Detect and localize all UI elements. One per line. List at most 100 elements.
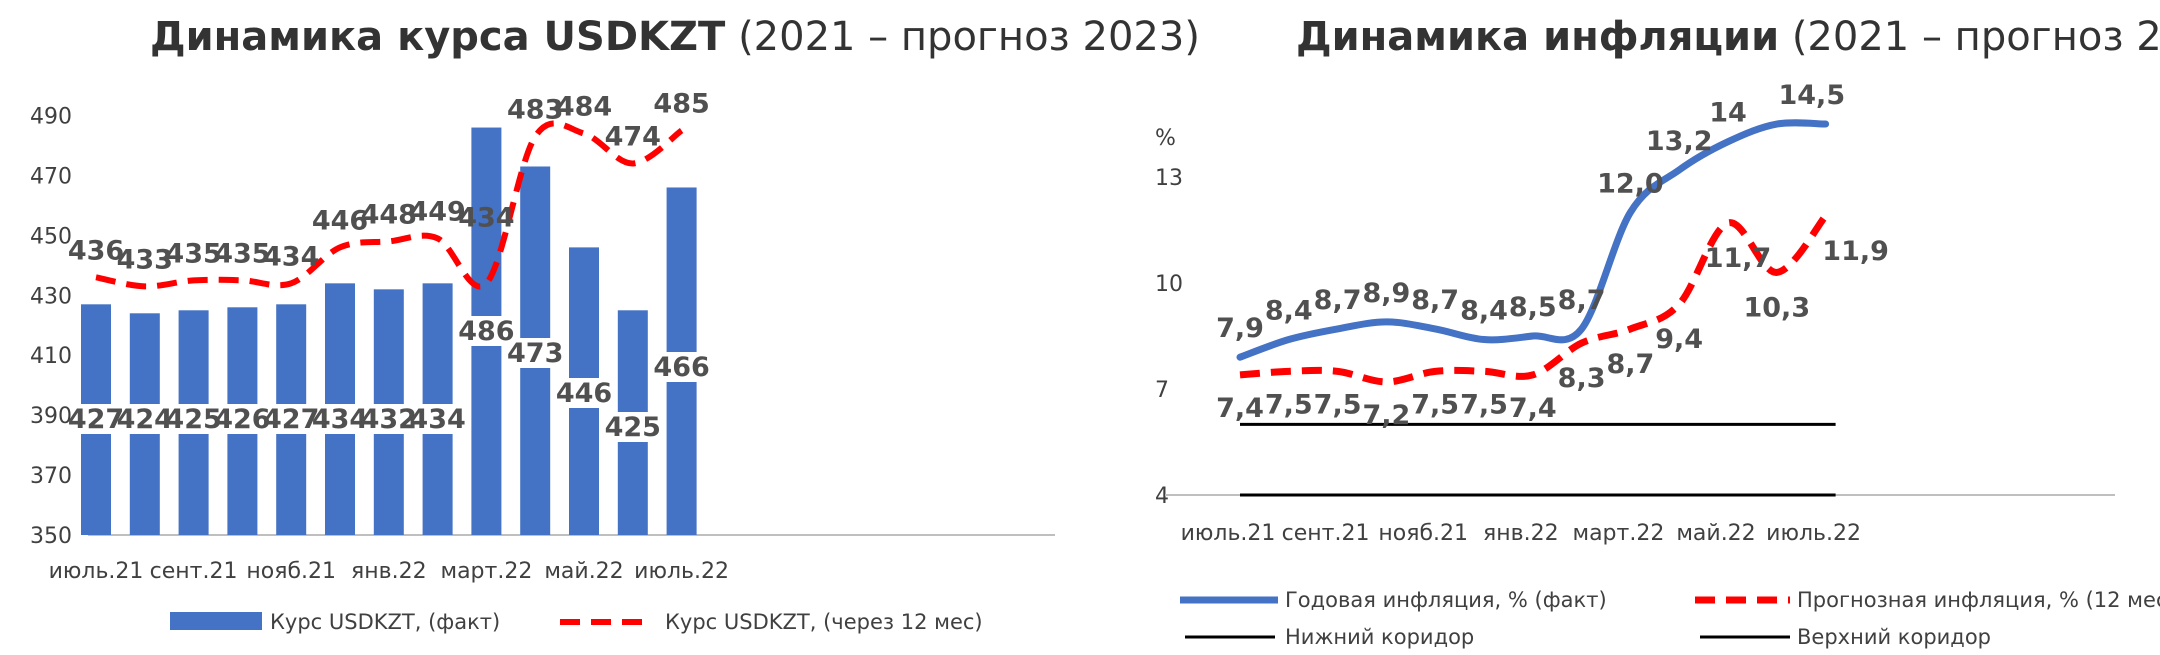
x-tick-label: июль.22	[1766, 521, 1861, 546]
bar-data-label: 425	[165, 404, 221, 435]
forecast-data-label: 7,4	[1216, 393, 1264, 424]
actual-data-label: 14,5	[1778, 80, 1845, 111]
forecast-data-label: 7,5	[1411, 389, 1459, 420]
line-data-label: 449	[409, 196, 465, 227]
usdkzt-chart: 350 370 390 410 430 450 470 490 июль.21 сент.21 но…	[30, 89, 1055, 634]
forecast-data-label: 11,9	[1822, 236, 1889, 267]
bar-data-label: 424	[117, 404, 173, 435]
y-tick-label: 470	[30, 164, 72, 189]
bar-label-bg	[610, 412, 655, 442]
y-tick-label: 350	[30, 524, 72, 549]
line-data-label: 434	[263, 241, 319, 272]
actual-data-label: 8,9	[1362, 278, 1410, 309]
bar-label-bg	[366, 404, 411, 434]
bar-data-label: 425	[605, 412, 661, 443]
legend-lower-label: Нижний коридор	[1285, 625, 1474, 649]
bar-label-bg	[318, 404, 362, 434]
chart2-subtitle: (2021 – прогноз 2023)	[1791, 14, 2160, 60]
actual-data-label: 12,0	[1597, 168, 1664, 199]
line-data-label: 448	[361, 199, 417, 230]
actual-data-label: 8,5	[1509, 292, 1557, 323]
chart2-title: Динамика инфляции (2021 – прогноз 2023)	[1296, 14, 2160, 60]
line-data-label: 446	[312, 205, 368, 236]
x-tick-label: сент.21	[150, 559, 238, 584]
bar-data-label: 434	[409, 404, 465, 435]
line-data-label: 484	[556, 92, 612, 123]
y-tick-label: 10	[1155, 272, 1183, 297]
actual-data-label: 8,7	[1411, 285, 1459, 316]
x-tick-label: июль.21	[1181, 521, 1276, 546]
line-data-label: 435	[214, 238, 270, 269]
line-data-label: 433	[117, 244, 173, 275]
actual-data-label: 14	[1709, 98, 1747, 129]
y-tick-label: 7	[1155, 378, 1169, 403]
forecast-data-label: 8,7	[1606, 349, 1654, 380]
inflation-chart: % 4 7 10 13 июль.21 сент.21 нояб.21 янв.22 март.2…	[1155, 80, 2160, 649]
bar-data-label: 466	[653, 352, 709, 383]
legend-forecast-label: Прогнозная инфляция, % (12 мес)	[1797, 588, 2160, 612]
legend-actual-label: Годовая инфляция, % (факт)	[1285, 588, 1607, 612]
bar-label-bg	[122, 404, 167, 434]
forecast-data-label: 8,3	[1558, 363, 1606, 394]
actual-data-label: 8,4	[1460, 296, 1508, 327]
forecast-data-label: 7,4	[1509, 393, 1557, 424]
bar-label-bg	[74, 404, 118, 434]
bar-data-label: 473	[507, 338, 563, 369]
legend-line-label: Курс USDKZT, (через 12 мес)	[665, 610, 983, 634]
x-tick-label: июль.22	[634, 559, 729, 584]
forecast-data-label: 10,3	[1743, 292, 1810, 323]
bar-label-bg	[659, 352, 704, 382]
bar-label-bg	[269, 404, 314, 434]
bar-data-label: 446	[556, 378, 612, 409]
bar-label-bg	[171, 404, 216, 434]
forecast-line	[95, 120, 684, 290]
legend-upper-label: Верхний коридор	[1797, 625, 1991, 649]
forecast-inflation-line	[1239, 213, 1829, 386]
line-data-label: 434	[458, 202, 514, 233]
bar-data-label: 434	[312, 404, 368, 435]
legend-bar-swatch	[170, 612, 262, 630]
legend-bar-label: Курс USDKZT, (факт)	[270, 610, 500, 634]
y-tick-label: 430	[30, 284, 72, 309]
bar-data-label: 427	[263, 404, 319, 435]
bar-label-bg	[220, 404, 265, 434]
forecast-data-label: 7,5	[1460, 389, 1508, 420]
actual-data-label: 13,2	[1646, 126, 1713, 157]
chart1-subtitle: (2021 – прогноз 2023)	[738, 14, 1200, 60]
bar-data-label: 486	[458, 316, 514, 347]
forecast-data-label: 7,5	[1265, 389, 1313, 420]
chart1-title-main: Динамика курса USDKZT	[150, 14, 726, 60]
line-data-label: 435	[165, 238, 221, 269]
line-data-label: 436	[68, 235, 124, 266]
x-tick-label: сент.21	[1282, 521, 1370, 546]
actual-data-label: 8,7	[1558, 285, 1606, 316]
bar-label-bg	[562, 378, 606, 408]
chart2-title-main: Динамика инфляции	[1296, 14, 1780, 60]
actual-inflation-line	[1236, 119, 1830, 361]
actual-data-label: 8,4	[1265, 296, 1313, 327]
y-tick-label: 410	[30, 344, 72, 369]
line-data-label: 485	[653, 89, 709, 120]
y-tick-label: 450	[30, 224, 72, 249]
x-tick-label: янв.22	[1483, 521, 1559, 546]
y-tick-label: 370	[30, 464, 72, 489]
y-unit-label: %	[1155, 126, 1176, 151]
forecast-data-label: 9,4	[1655, 324, 1703, 355]
x-tick-label: март.22	[1572, 521, 1664, 546]
x-tick-label: май.22	[1676, 521, 1755, 546]
chart1-title: Динамика курса USDKZT (2021 – прогноз 20…	[150, 14, 1200, 60]
forecast-data-label: 7,2	[1362, 400, 1410, 431]
x-tick-label: янв.22	[351, 559, 427, 584]
bar-data-label: 427	[68, 404, 124, 435]
x-tick-label: июль.21	[49, 559, 144, 584]
line-data-label: 474	[605, 121, 661, 152]
bar-data-label: 426	[214, 404, 270, 435]
y-tick-label: 4	[1155, 484, 1169, 509]
x-tick-label: нояб.21	[246, 559, 336, 584]
x-tick-label: март.22	[440, 559, 532, 584]
y-tick-label: 490	[30, 105, 72, 130]
bar-label-bg	[415, 404, 460, 434]
actual-data-label: 8,7	[1314, 285, 1362, 316]
forecast-data-label: 11,7	[1705, 243, 1772, 274]
